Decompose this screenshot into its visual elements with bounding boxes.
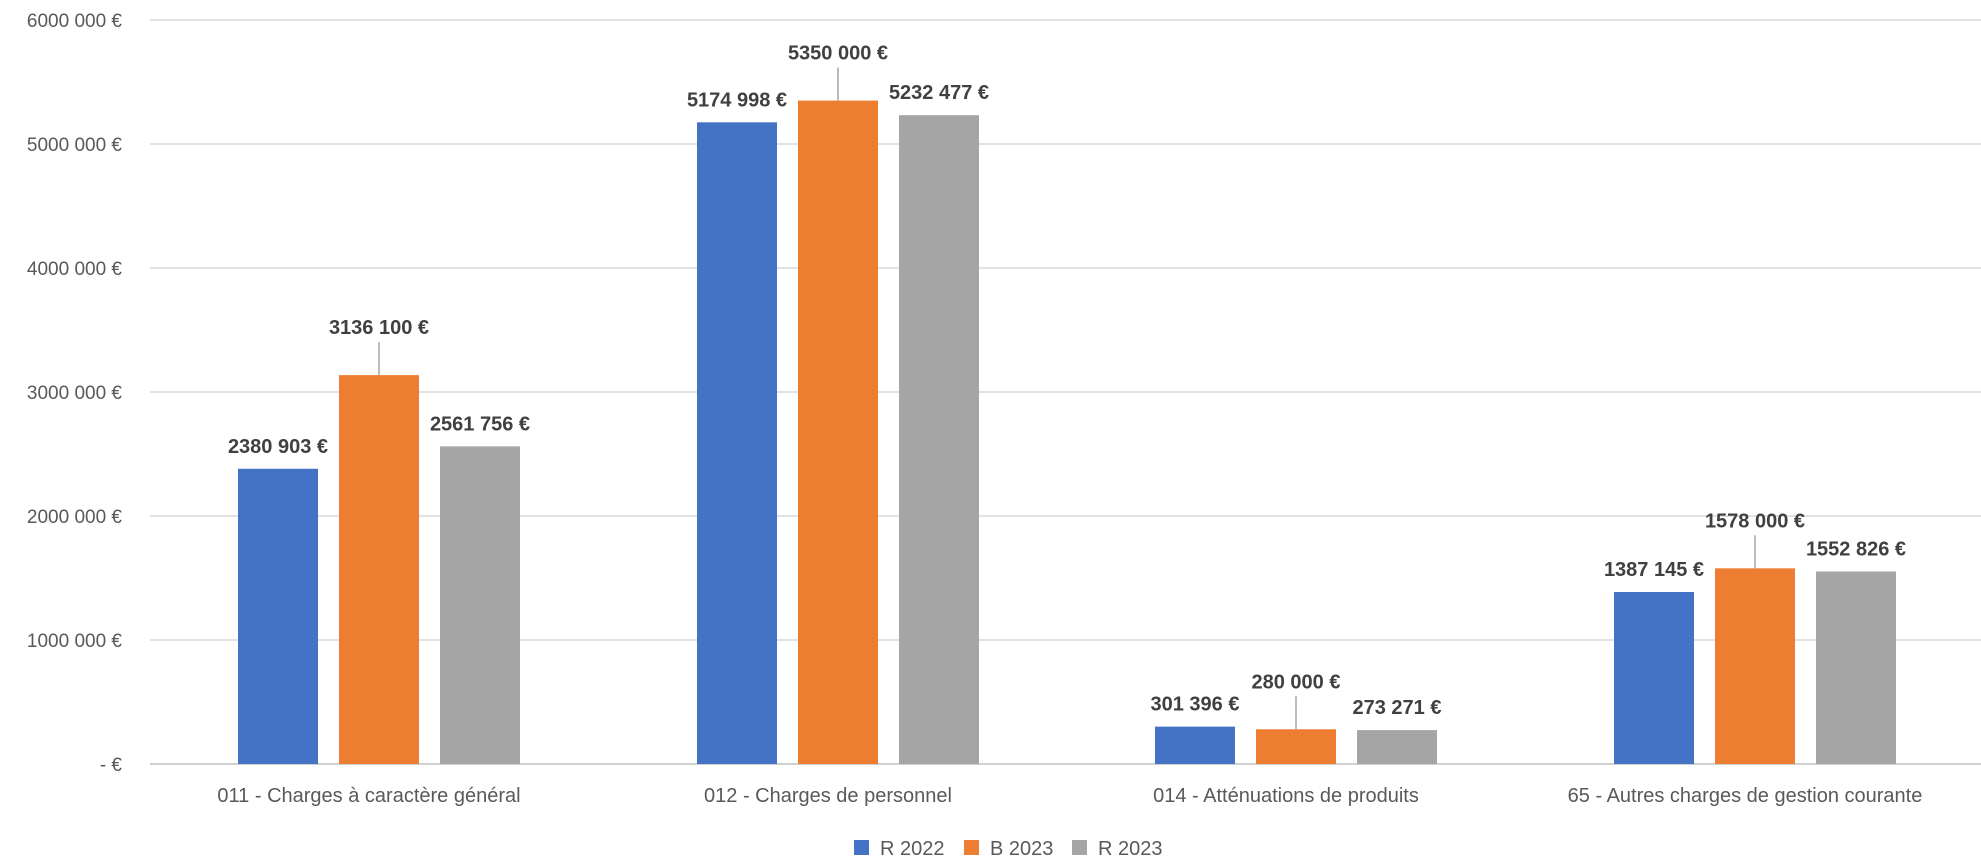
legend-label: R 2022 [880, 838, 945, 860]
data-label: 273 271 € [1353, 697, 1442, 719]
bar [697, 122, 777, 765]
data-label: 301 396 € [1151, 694, 1240, 716]
data-labels: 2380 903 € 3136 100 € 2561 756 € 5174 998 €… [228, 43, 1906, 720]
data-label: 3136 100 € [329, 317, 429, 339]
legend-swatch [1072, 840, 1087, 855]
x-category-label: 012 - Charges de personnel [704, 785, 952, 807]
data-label: 1387 145 € [1604, 559, 1704, 581]
grid-lines [150, 19, 1981, 765]
bar [1155, 726, 1235, 764]
bar [1256, 729, 1336, 764]
bar [440, 446, 520, 764]
data-label: 1578 000 € [1705, 510, 1805, 532]
x-category-label: 011 - Charges à caractère général [217, 785, 520, 807]
data-label: 280 000 € [1252, 671, 1341, 693]
data-label: 5350 000 € [788, 43, 888, 65]
y-tick-label: 3000 000 € [27, 383, 123, 404]
data-label: 5174 998 € [687, 89, 787, 111]
legend-label: R 2023 [1098, 838, 1163, 860]
bar [1816, 571, 1896, 764]
legend: R 2022 B 2023 R 2023 [854, 838, 1163, 860]
leader-lines [378, 67, 1756, 730]
y-tick-label: 6000 000 € [27, 11, 123, 32]
y-tick-label: 5000 000 € [27, 135, 123, 156]
bar [899, 115, 979, 764]
x-category-label: 65 - Autres charges de gestion courante [1568, 785, 1923, 807]
bar [339, 375, 419, 764]
y-tick-label: - € [100, 755, 123, 776]
bar [1357, 730, 1437, 764]
y-tick-label: 2000 000 € [27, 507, 123, 528]
bars [238, 100, 1896, 765]
x-category-label: 014 - Atténuations de produits [1153, 785, 1419, 807]
legend-swatch [854, 840, 869, 855]
data-label: 5232 477 € [889, 82, 989, 104]
x-axis-category-labels: 011 - Charges à caractère général 012 - C… [217, 785, 1922, 807]
y-tick-label: 1000 000 € [27, 631, 123, 652]
data-label: 2561 756 € [430, 413, 530, 435]
legend-swatch [964, 840, 979, 855]
bar [1715, 568, 1795, 764]
y-tick-label: 4000 000 € [27, 259, 123, 280]
bar [798, 100, 878, 765]
bar [238, 468, 318, 764]
legend-label: B 2023 [990, 838, 1053, 860]
y-axis-tick-labels: - € 1000 000 € 2000 000 € 3000 000 € 4000 00… [27, 11, 123, 776]
bar [1614, 591, 1694, 764]
data-label: 2380 903 € [228, 436, 328, 458]
data-label: 1552 826 € [1806, 538, 1906, 560]
